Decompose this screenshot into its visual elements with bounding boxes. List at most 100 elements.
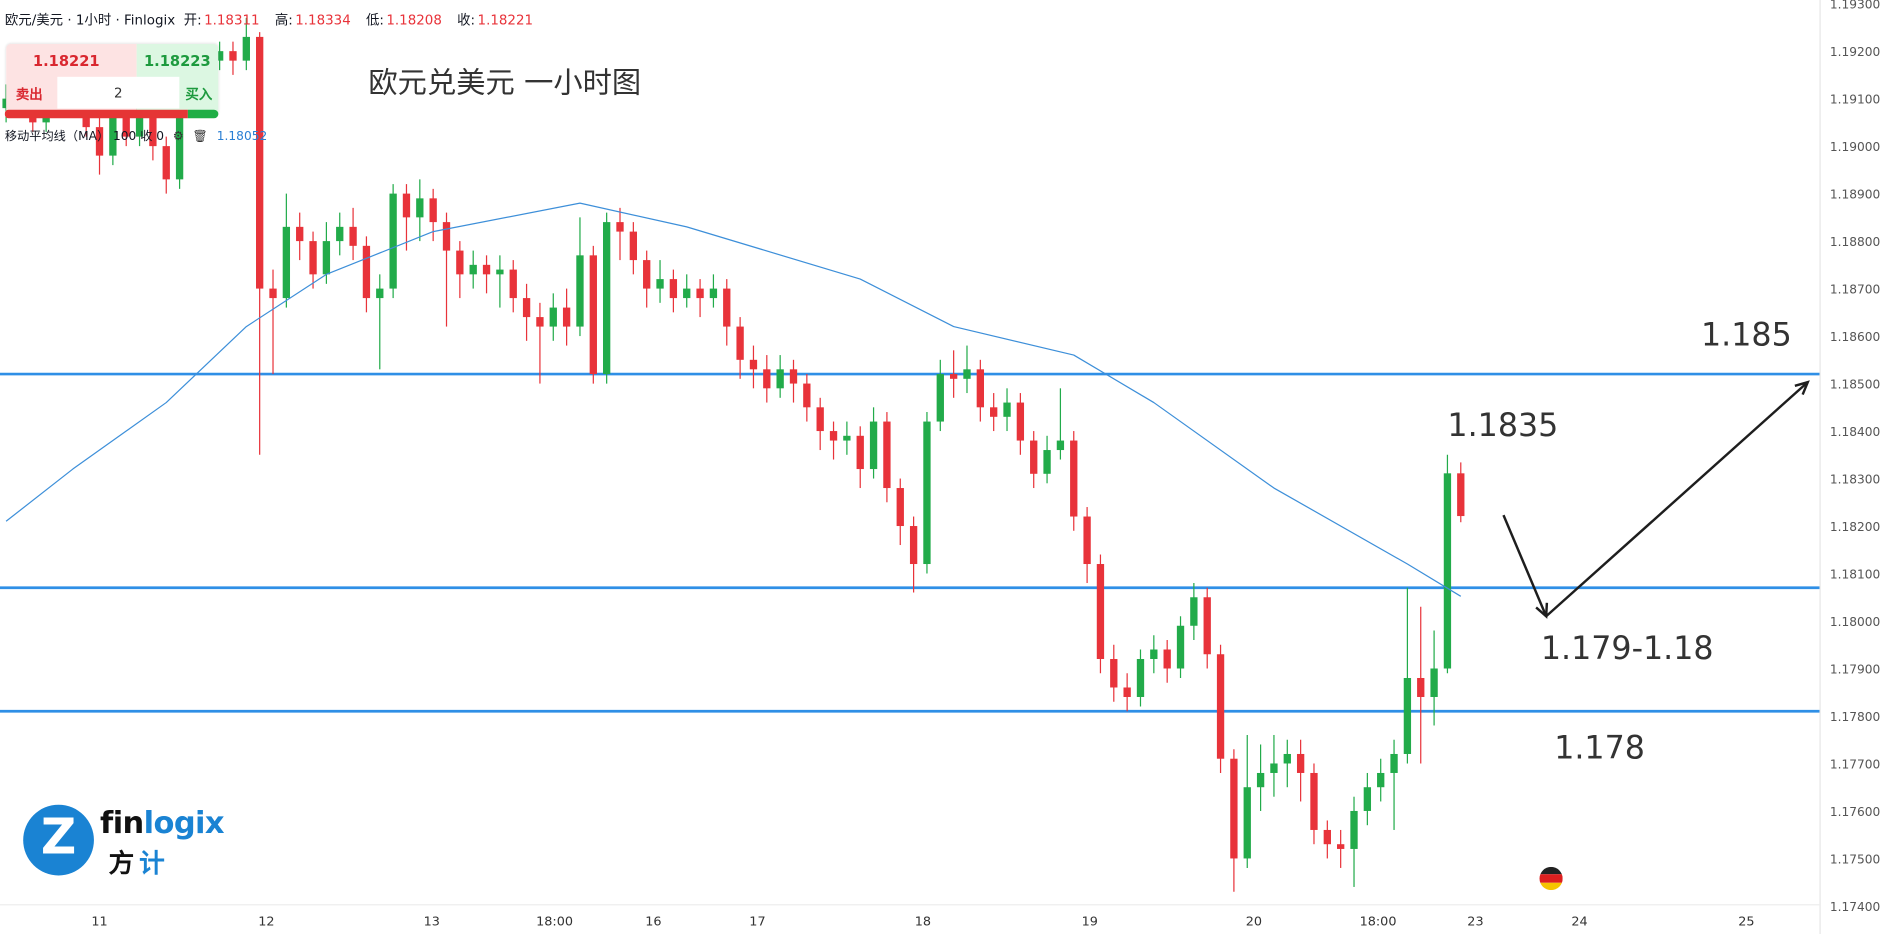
candle (1203, 587, 1211, 669)
logo-z-glyph: Z (40, 809, 77, 866)
price-axis[interactable]: 1.19300 1.19200 1.19100 1.19000 1.18900 1.188… (1830, 0, 1880, 914)
candle-body (122, 112, 130, 137)
annotation-label: 1.179-1.18 (1541, 631, 1714, 667)
low-value: 1.18208 (386, 12, 442, 29)
candle-body (1390, 753, 1398, 773)
candle (322, 222, 331, 284)
high-label: 高: (274, 12, 293, 29)
trash-icon[interactable]: 🗑 (192, 130, 209, 144)
candle (549, 293, 557, 341)
price-tick-label: 1.17500 (1830, 852, 1880, 866)
candle (1417, 606, 1425, 764)
candle-body (549, 307, 557, 327)
candle (1443, 454, 1452, 674)
ma-value: 1.18052 (216, 130, 268, 144)
candle-body (1190, 597, 1198, 626)
candle-body (869, 421, 878, 470)
time-tick-label: 19 (1082, 914, 1098, 929)
time-tick-label: 11 (91, 914, 107, 929)
close-label: 收: (457, 12, 476, 29)
candle (376, 274, 384, 370)
candle-body (135, 103, 144, 137)
candle-body (1443, 473, 1452, 669)
candle (789, 359, 798, 403)
candle-body (309, 241, 317, 275)
candle (442, 212, 451, 327)
candle-body (442, 222, 451, 251)
logo-text-dark: fin (100, 804, 144, 841)
candle (416, 179, 424, 242)
candle (362, 236, 371, 313)
candle (1323, 820, 1331, 859)
candle (1390, 739, 1398, 830)
candle (990, 393, 998, 432)
candle (1377, 758, 1385, 802)
time-tick-label: 18:00 (536, 914, 573, 929)
arrow-head (1794, 380, 1810, 396)
candle-body (616, 222, 624, 232)
logo-cn-dark: 方 (108, 848, 135, 878)
candle-body (1270, 763, 1278, 773)
time-tick-label: 18 (915, 914, 931, 929)
candle-body (1377, 772, 1385, 788)
logo-text-blue: logix (143, 804, 225, 841)
candle (296, 212, 304, 261)
sell-volume-bar (4, 109, 188, 119)
candle (496, 255, 504, 308)
annotation-label: 1.185 (1701, 318, 1792, 354)
candle-body (282, 226, 291, 299)
candle-body (256, 36, 264, 289)
ma-legend[interactable]: 移动平均线（MA） 100 收 0 ⚙ 🗑 1.18052 (5, 126, 268, 144)
candle (1190, 583, 1198, 641)
candle (429, 188, 437, 242)
candle (482, 255, 491, 294)
candle-body (629, 231, 638, 261)
annotation-label: 1.178 (1554, 731, 1645, 767)
candle (763, 355, 771, 403)
gear-icon[interactable]: ⚙ (172, 130, 184, 144)
price-tick-label: 1.17400 (1830, 900, 1880, 914)
candles (2, 17, 1465, 892)
open-value: 1.18311 (204, 12, 260, 29)
candle (1150, 635, 1158, 674)
time-tick-label: 24 (1571, 914, 1587, 929)
candle-body (1283, 753, 1291, 764)
price-tick-label: 1.18200 (1830, 520, 1880, 534)
candle-body (1150, 649, 1158, 659)
arrow-segment (1545, 381, 1809, 618)
quantity-input[interactable] (57, 76, 180, 109)
candle-body (936, 374, 944, 422)
candle-body (1457, 473, 1465, 517)
candle-body (843, 435, 851, 441)
candle-body (976, 369, 984, 408)
germany-flag-icon[interactable] (1539, 866, 1563, 891)
candle-body (456, 250, 464, 275)
candle-body (1256, 772, 1265, 788)
candle (643, 250, 651, 308)
arrow-segment (1502, 514, 1548, 617)
candle-body (696, 288, 704, 299)
candle-body (789, 369, 798, 384)
candle (1056, 388, 1065, 460)
candle (1337, 829, 1345, 868)
price-tick-label: 1.19300 (1830, 0, 1880, 12)
time-tick-label: 17 (749, 914, 765, 929)
time-tick-label: 20 (1246, 914, 1262, 929)
candle (843, 421, 851, 455)
candle-body (776, 369, 784, 389)
candle-body (469, 264, 477, 275)
candle-body (322, 241, 331, 275)
candle (696, 279, 704, 318)
candle (1163, 640, 1171, 683)
candle-body (656, 279, 664, 289)
candle-body (2, 98, 10, 109)
candle-body (990, 407, 998, 417)
candle-body (1096, 564, 1105, 659)
price-tick-label: 1.18900 (1830, 187, 1880, 201)
time-axis[interactable]: 11 12 13 18:00 16 17 18 19 20 18:00 23 24 25 (91, 914, 1754, 929)
candle (576, 217, 584, 337)
price-tick-label: 1.18000 (1830, 615, 1880, 629)
candle (1216, 644, 1225, 773)
